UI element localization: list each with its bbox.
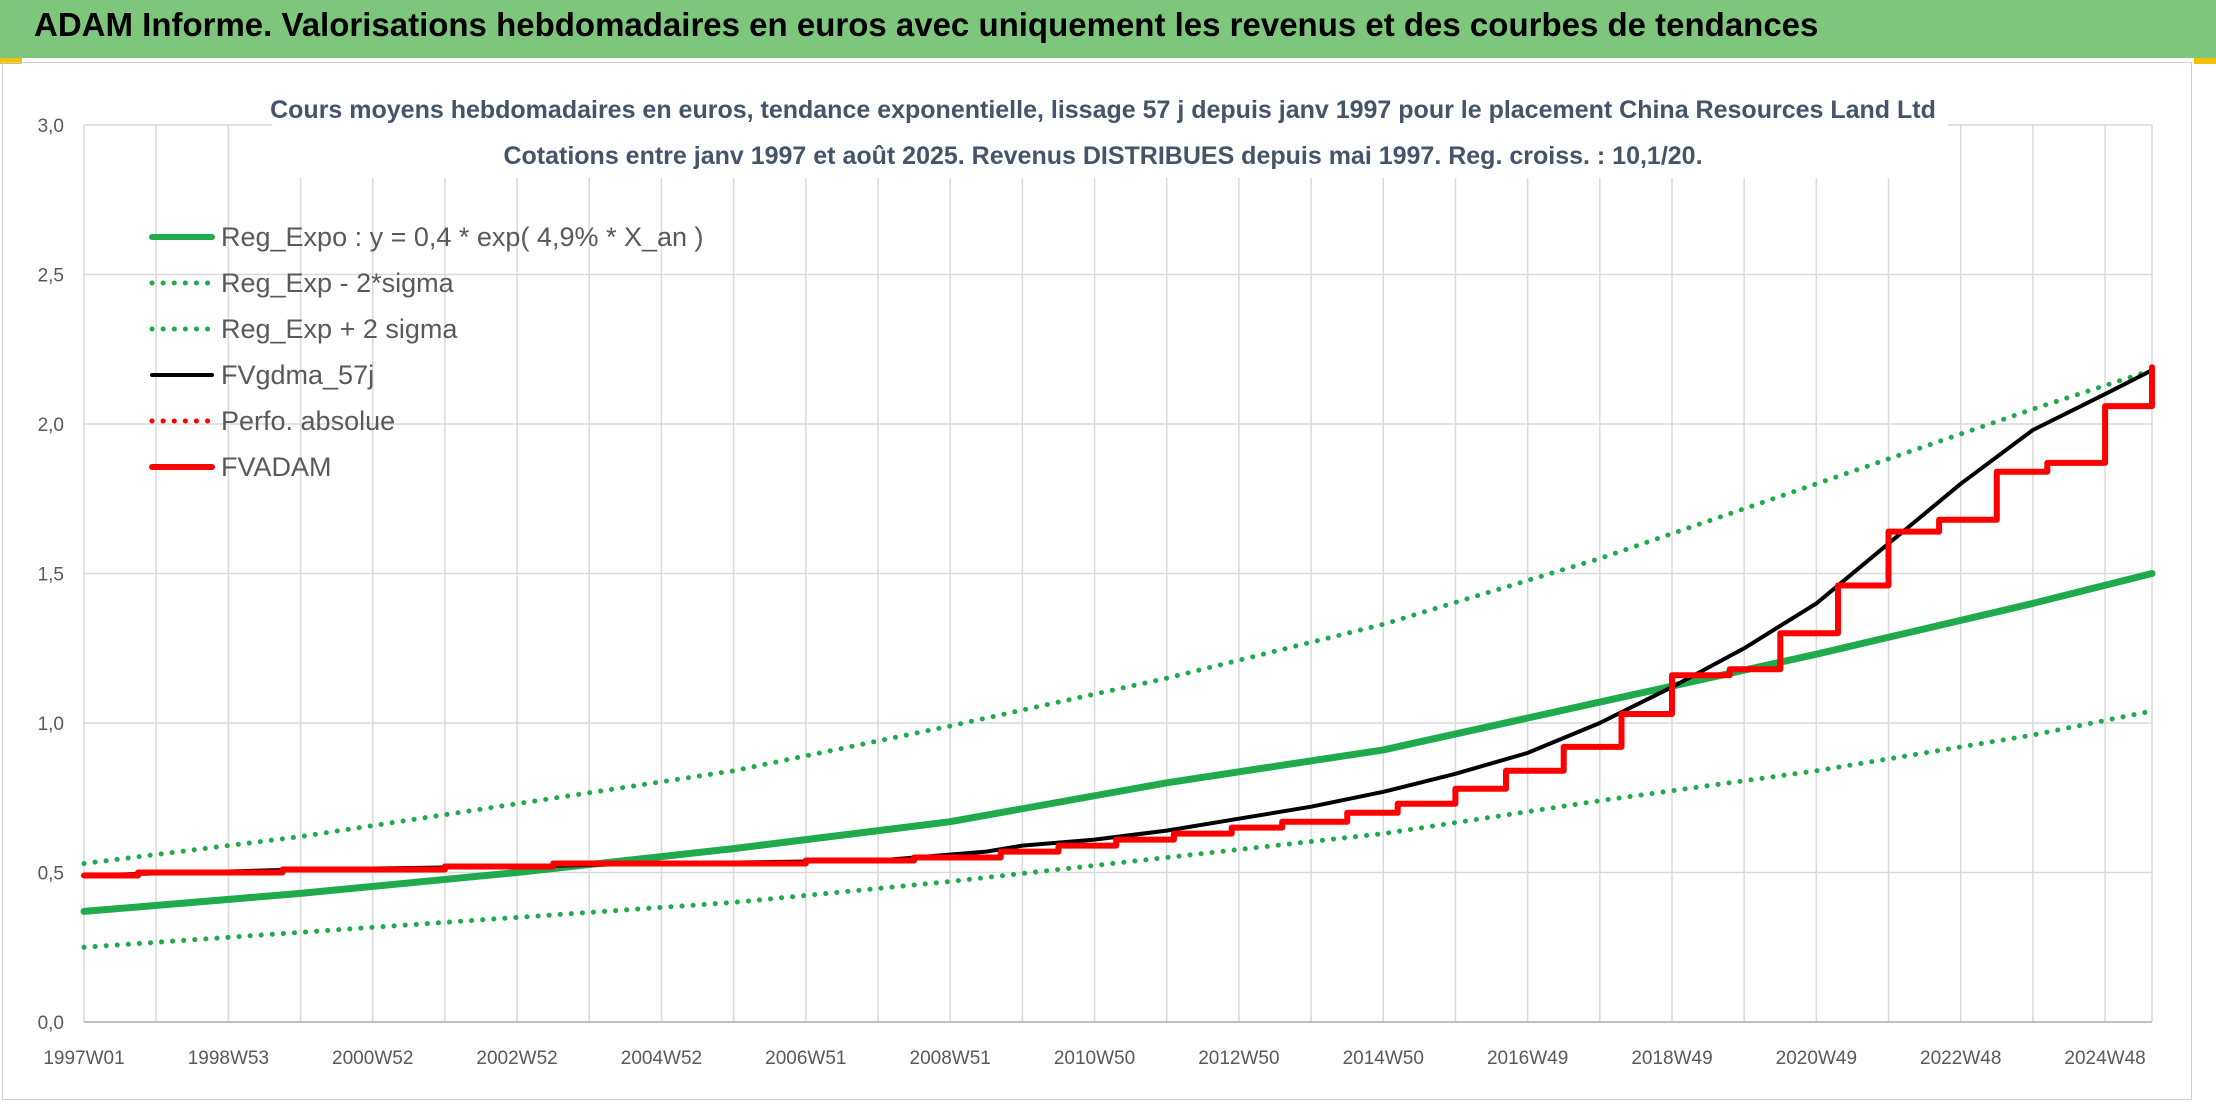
y-tick-label: 2,0 bbox=[38, 415, 64, 436]
legend: Reg_Expo : y = 0,4 * exp( 4,9% * X_an ) R… bbox=[149, 222, 704, 482]
x-tick-label: 2006W51 bbox=[765, 1048, 846, 1069]
chart-title: Cours moyens hebdomadaires en euros, ten… bbox=[270, 96, 1936, 124]
title-background bbox=[272, 88, 1948, 178]
x-tick-label: 2010W50 bbox=[1054, 1048, 1135, 1069]
x-tick-label: 2012W50 bbox=[1198, 1048, 1279, 1069]
x-tick-label: 1998W53 bbox=[188, 1048, 269, 1069]
corner-marker-left bbox=[0, 58, 22, 64]
x-tick-label: 2018W49 bbox=[1631, 1048, 1712, 1069]
legend-label: FVADAM bbox=[221, 452, 332, 482]
chart-frame bbox=[2, 62, 2192, 1100]
x-tick-label: 1997W01 bbox=[43, 1048, 124, 1069]
y-tick-label: 2,5 bbox=[38, 266, 64, 287]
x-tick-label: 2016W49 bbox=[1487, 1048, 1568, 1069]
grid-lines bbox=[83, 124, 2153, 1023]
x-tick-label: 2020W49 bbox=[1776, 1048, 1857, 1069]
y-axis-ticks: 0,0 0,5 1,0 1,5 2,0 2,5 3,0 bbox=[38, 116, 64, 1034]
y-tick-label: 1,5 bbox=[38, 565, 64, 586]
legend-label: Reg_Expo : y = 0,4 * exp( 4,9% * X_an ) bbox=[221, 222, 704, 252]
x-tick-label: 2004W52 bbox=[621, 1048, 702, 1069]
series-layer bbox=[80, 364, 2156, 950]
series-line-5 bbox=[81, 364, 2155, 879]
legend-label: Reg_Exp + 2 sigma bbox=[221, 314, 458, 344]
report-title: ADAM Informe. Valorisations hebdomadaire… bbox=[34, 6, 1819, 43]
x-tick-label: 2014W50 bbox=[1343, 1048, 1424, 1069]
x-tick-label: 2024W48 bbox=[2064, 1048, 2145, 1069]
y-tick-label: 0,0 bbox=[38, 1013, 64, 1034]
y-tick-label: 1,0 bbox=[38, 714, 64, 735]
x-axis-ticks: 1997W01 1998W53 2000W52 2002W52 2004W52 2006W… bbox=[43, 1048, 2145, 1069]
series-line-2 bbox=[81, 367, 2155, 866]
x-tick-label: 2002W52 bbox=[476, 1048, 557, 1069]
x-tick-label: 2008W51 bbox=[910, 1048, 991, 1069]
report-banner: ADAM Informe. Valorisations hebdomadaire… bbox=[0, 0, 2216, 58]
y-tick-label: 3,0 bbox=[38, 116, 64, 137]
y-tick-label: 0,5 bbox=[38, 864, 64, 885]
series-line-0 bbox=[80, 570, 2156, 915]
corner-marker-right bbox=[2194, 58, 2216, 64]
series-line-3 bbox=[82, 368, 2154, 878]
x-tick-label: 2022W48 bbox=[1920, 1048, 2001, 1069]
chart-subtitle: Cotations entre janv 1997 et août 2025. … bbox=[503, 142, 1702, 170]
series-line-1 bbox=[81, 708, 2155, 950]
legend-label: Reg_Exp - 2*sigma bbox=[221, 268, 455, 298]
x-tick-label: 2000W52 bbox=[332, 1048, 413, 1069]
legend-label: Perfo. absolue bbox=[221, 406, 395, 436]
legend-label: FVgdma_57j bbox=[221, 360, 374, 390]
